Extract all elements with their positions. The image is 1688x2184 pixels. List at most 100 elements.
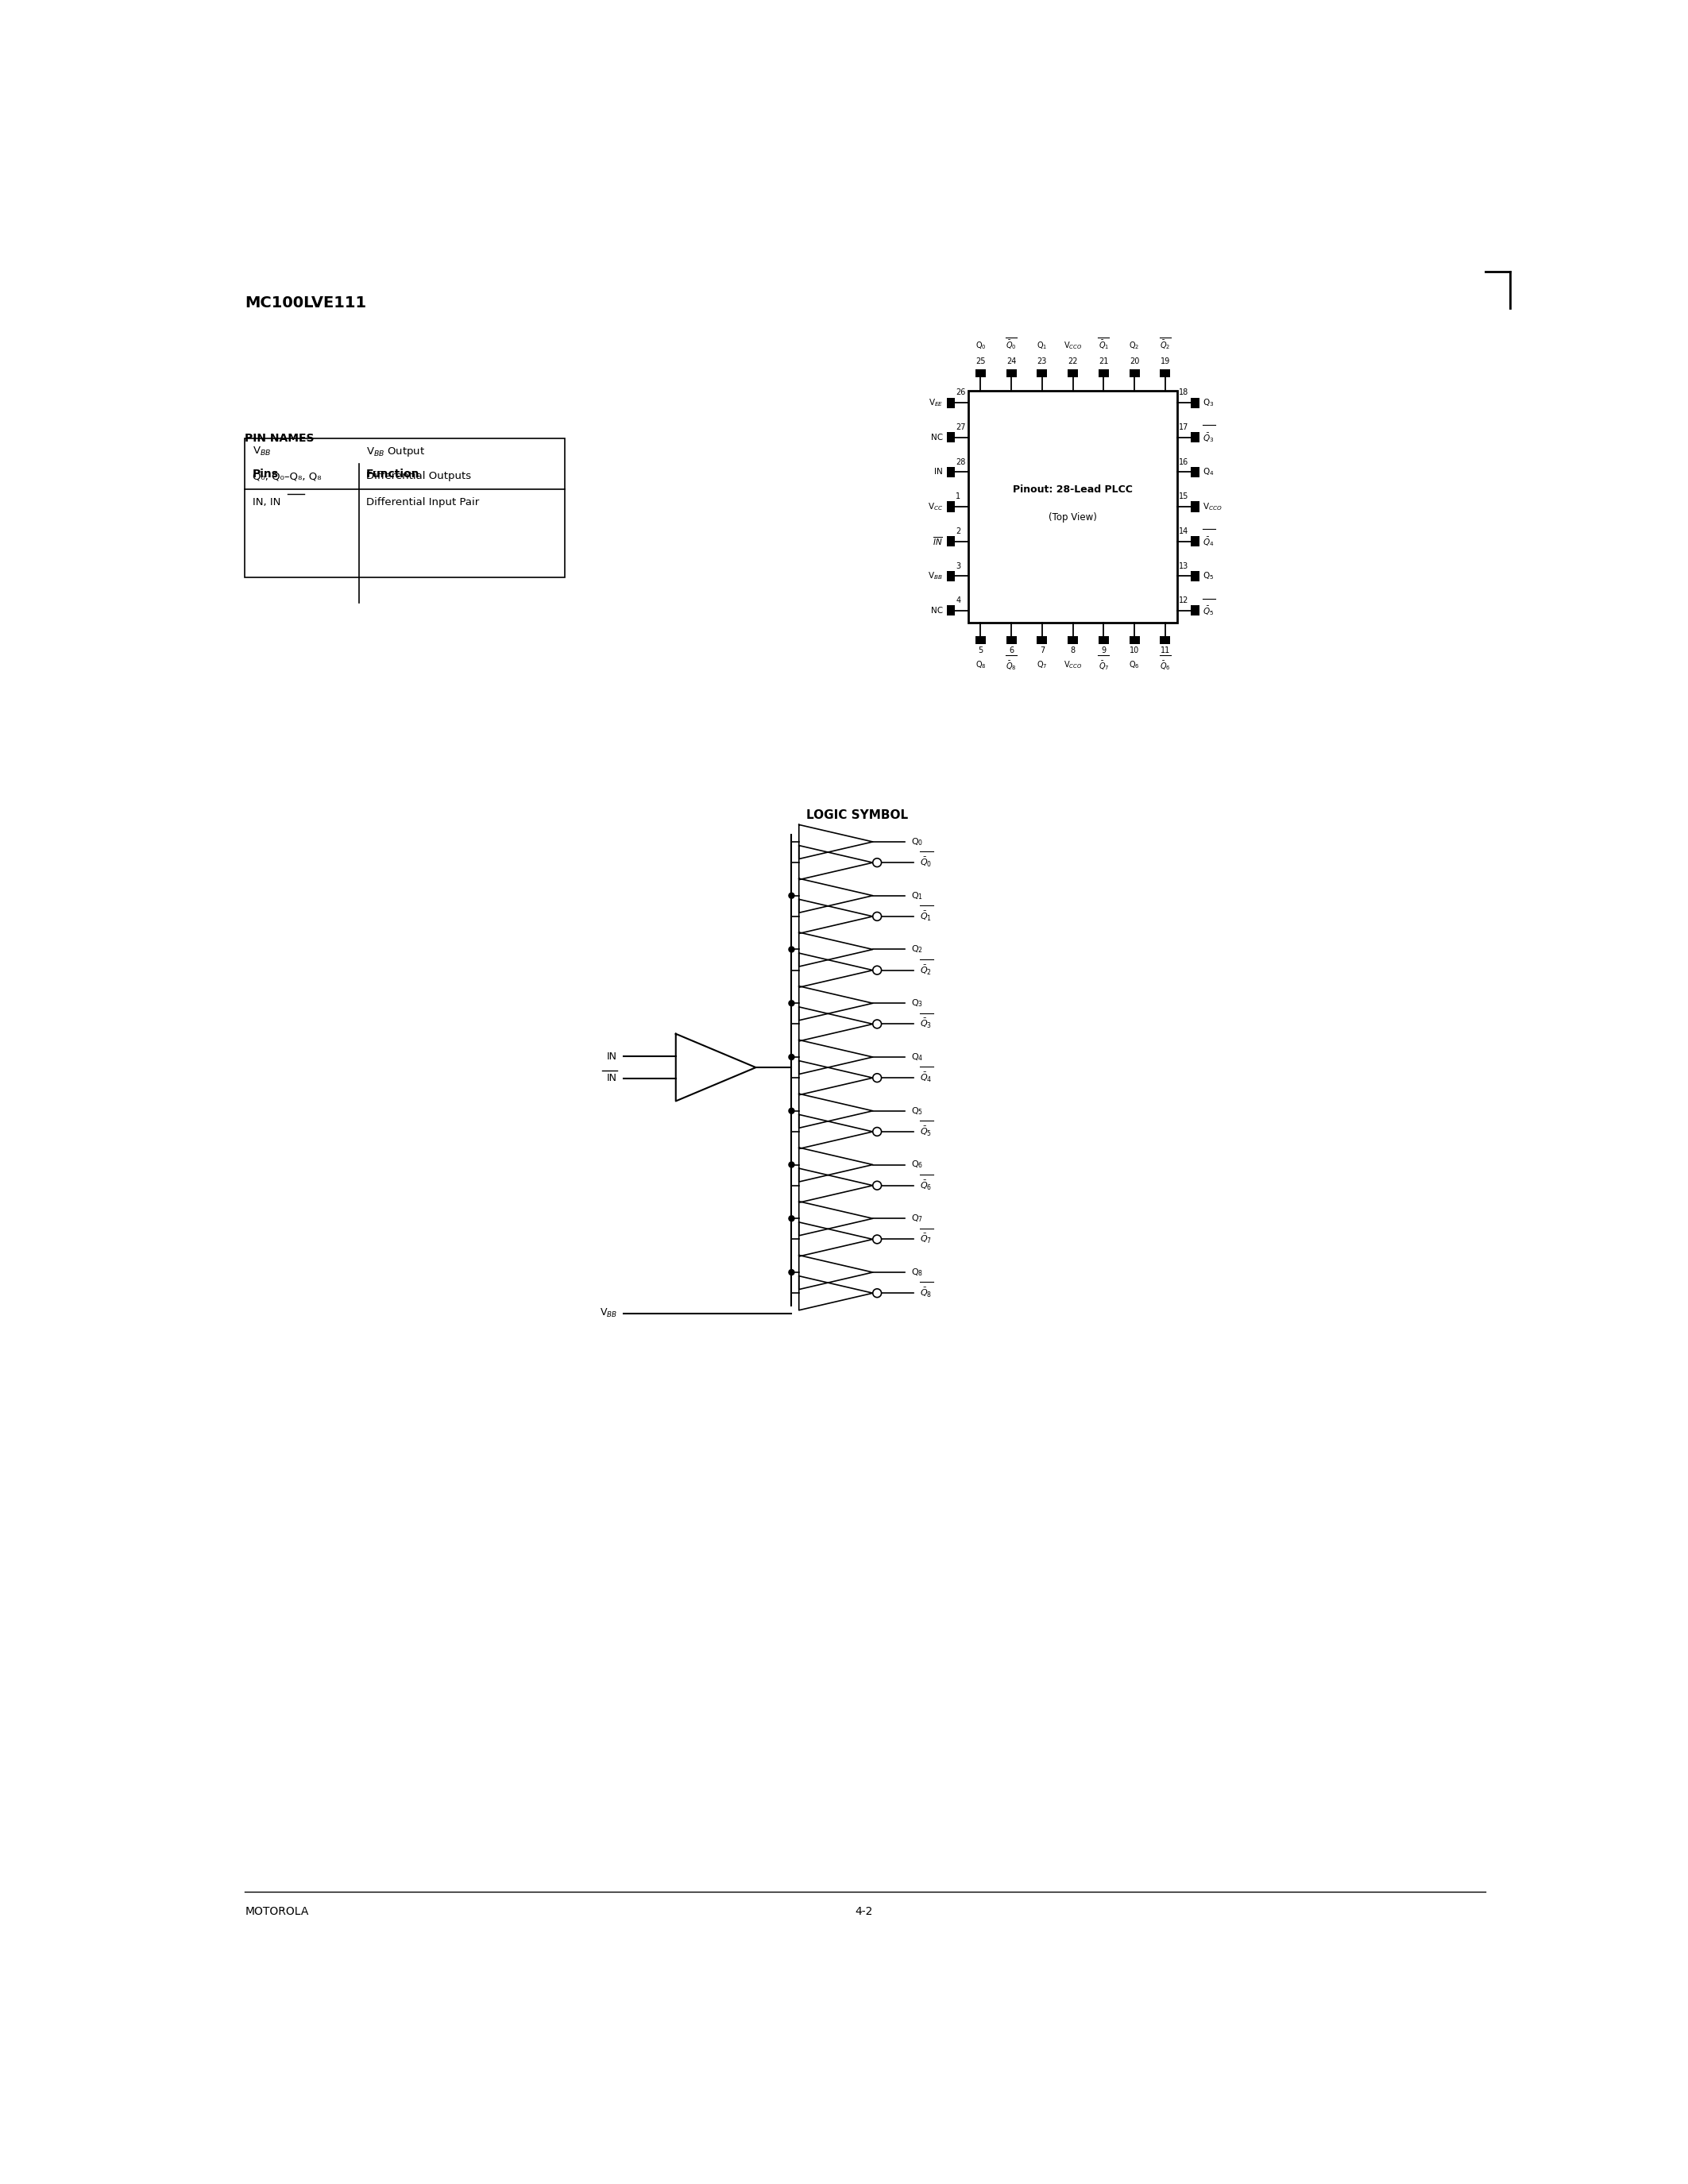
Circle shape [788,1107,795,1114]
Text: $\bar{Q}_5$: $\bar{Q}_5$ [920,1125,932,1138]
Text: $\bar{Q}_4$: $\bar{Q}_4$ [1204,535,1214,548]
Circle shape [873,965,881,974]
Text: Q$_2$: Q$_2$ [912,943,923,954]
Text: NC: NC [932,432,944,441]
Text: 13: 13 [1178,561,1188,570]
Polygon shape [798,1275,873,1310]
Circle shape [873,858,881,867]
Text: 26: 26 [955,389,966,397]
Text: Q$_3$: Q$_3$ [912,998,923,1009]
Text: V$_{CCO}$: V$_{CCO}$ [1063,341,1082,352]
Bar [947,397,955,408]
Text: Function: Function [366,470,420,480]
Text: NC: NC [932,607,944,614]
Text: Q$_3$: Q$_3$ [1204,397,1214,408]
Bar [947,605,955,616]
Text: 14: 14 [1178,526,1188,535]
Text: V$_{CCO}$: V$_{CCO}$ [1204,500,1222,513]
Bar [1192,397,1198,408]
Polygon shape [798,826,873,858]
Text: $\bar{Q}_5$: $\bar{Q}_5$ [1204,605,1214,616]
Text: 6: 6 [1009,646,1014,655]
Text: V$_{BB}$: V$_{BB}$ [928,570,944,581]
Polygon shape [798,1007,873,1042]
Circle shape [873,913,881,922]
Text: V$_{BB}$: V$_{BB}$ [599,1308,618,1319]
Circle shape [873,1182,881,1190]
Text: $\bar{Q}_1$: $\bar{Q}_1$ [1099,339,1109,352]
Bar [947,570,955,581]
Bar [1160,369,1170,378]
Bar [1006,369,1016,378]
Polygon shape [798,1061,873,1094]
Text: 8: 8 [1070,646,1075,655]
Text: 11: 11 [1160,646,1170,655]
Text: Q$_4$: Q$_4$ [912,1051,923,1064]
Text: 4-2: 4-2 [854,1907,873,1918]
Bar [1160,636,1170,644]
Text: 9: 9 [1101,646,1106,655]
Text: Q$_7$: Q$_7$ [912,1212,923,1223]
Text: 5: 5 [977,646,982,655]
Text: Pins: Pins [252,470,279,480]
Polygon shape [798,1147,873,1182]
Bar [976,636,986,644]
Polygon shape [798,987,873,1020]
Bar [1192,605,1198,616]
Bar [1129,369,1139,378]
Polygon shape [798,900,873,933]
Text: 2: 2 [955,526,960,535]
Bar [947,502,955,511]
Text: Q$_0$: Q$_0$ [976,341,986,352]
Text: Pinout: 28-Lead PLCC: Pinout: 28-Lead PLCC [1013,485,1133,496]
Polygon shape [798,1256,873,1289]
Text: Q$_2$: Q$_2$ [1129,341,1139,352]
Text: IN: IN [935,467,944,476]
Text: Differential Outputs: Differential Outputs [366,472,471,480]
Bar [245,439,565,577]
Bar [1099,636,1109,644]
Text: Q$_8$: Q$_8$ [976,660,986,670]
Text: 22: 22 [1069,358,1079,365]
Text: Q$_8$: Q$_8$ [912,1267,923,1278]
Circle shape [788,1216,795,1221]
Circle shape [873,1020,881,1029]
Text: 17: 17 [1178,424,1188,430]
Text: PIN NAMES: PIN NAMES [245,432,314,443]
Circle shape [788,1269,795,1275]
Bar [976,369,986,378]
Text: IN, IN: IN, IN [252,498,280,507]
Text: MOTOROLA: MOTOROLA [245,1907,309,1918]
Bar [1192,467,1198,478]
Bar [969,391,1178,622]
Text: $\bar{Q}_2$: $\bar{Q}_2$ [920,963,932,976]
Polygon shape [798,1114,873,1149]
Bar [1099,369,1109,378]
Text: 21: 21 [1099,358,1109,365]
Circle shape [873,1127,881,1136]
Text: 24: 24 [1006,358,1016,365]
Text: 10: 10 [1129,646,1139,655]
Text: 15: 15 [1178,494,1188,500]
Circle shape [788,1000,795,1007]
Text: V$_{CC}$: V$_{CC}$ [928,500,944,513]
Text: LOGIC SYMBOL: LOGIC SYMBOL [807,810,908,821]
Circle shape [788,1162,795,1168]
Text: Q$_6$: Q$_6$ [912,1160,923,1171]
Text: Q$_5$: Q$_5$ [1204,570,1214,581]
Text: V$_{BB}$: V$_{BB}$ [252,446,270,456]
Text: $\bar{Q}_8$: $\bar{Q}_8$ [1006,660,1016,670]
Text: $\bar{Q}_3$: $\bar{Q}_3$ [920,1018,932,1031]
Text: 18: 18 [1178,389,1188,397]
Text: MC100LVE111: MC100LVE111 [245,295,366,310]
Text: 28: 28 [955,459,966,465]
Text: 23: 23 [1036,358,1047,365]
Text: Q₀, Q₀–Q₈, Q₈: Q₀, Q₀–Q₈, Q₈ [252,472,321,480]
Bar [1129,636,1139,644]
Circle shape [788,1055,795,1059]
Circle shape [788,946,795,952]
Text: 16: 16 [1178,459,1188,465]
Text: $\bar{Q}_6$: $\bar{Q}_6$ [920,1179,932,1192]
Text: $\bar{Q}_4$: $\bar{Q}_4$ [920,1072,932,1083]
Text: $\bar{Q}_7$: $\bar{Q}_7$ [1099,660,1109,670]
